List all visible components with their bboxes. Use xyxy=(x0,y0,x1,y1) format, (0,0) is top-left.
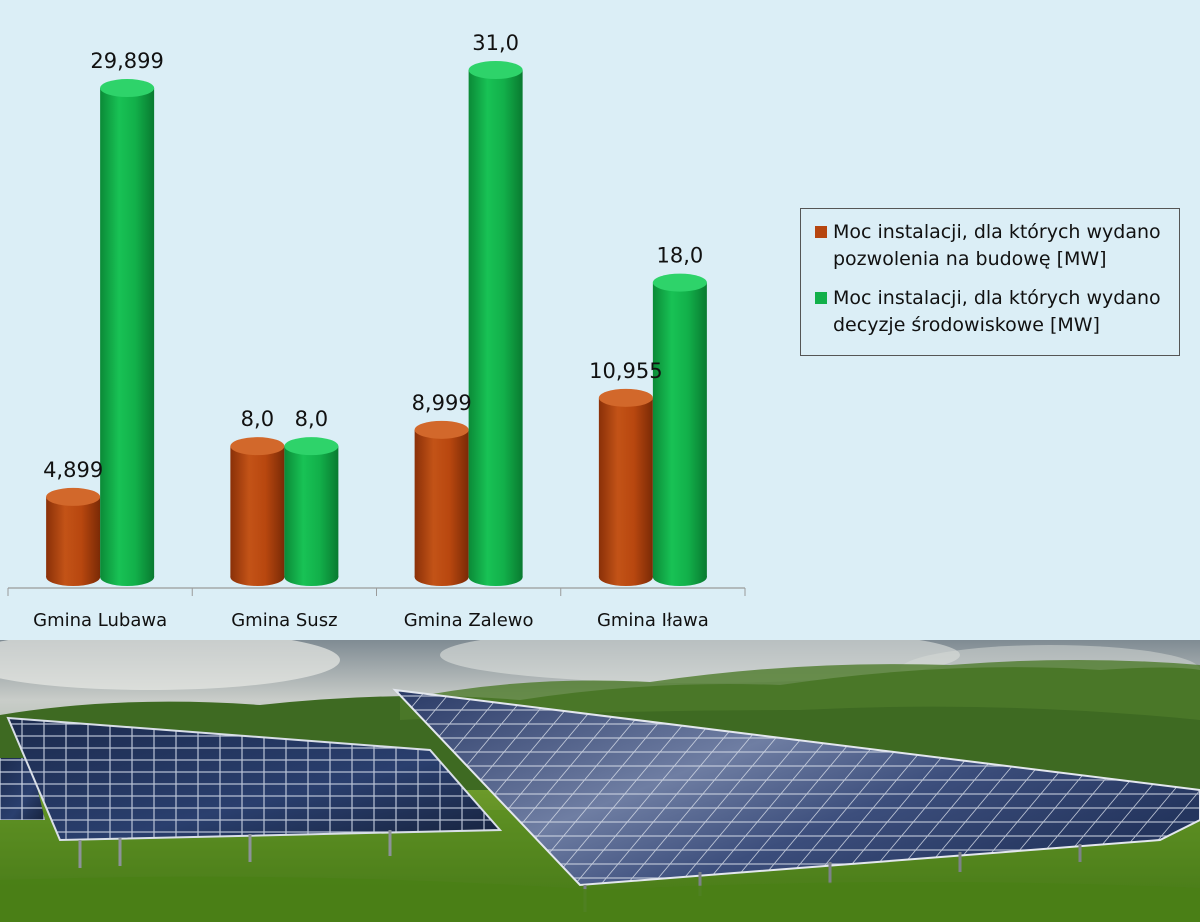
data-label: 4,899 xyxy=(43,458,103,482)
legend-label: Moc instalacji, dla których wydano pozwo… xyxy=(833,221,1161,270)
data-label: 10,955 xyxy=(589,359,662,383)
x-axis: Gmina Lubawa Gmina Susz Gmina Zalewo Gmina … xyxy=(7,587,746,631)
data-label: 18,0 xyxy=(656,244,703,268)
bar-green xyxy=(100,79,155,586)
data-label: 31,0 xyxy=(472,31,519,55)
x-tick-label: Gmina Susz xyxy=(231,610,337,631)
data-label: 8,0 xyxy=(241,407,274,431)
bar-orange xyxy=(230,437,285,586)
x-tick-label: Gmina Zalewo xyxy=(404,610,534,631)
bar-green xyxy=(468,61,523,586)
solar-panel-photo xyxy=(0,640,1200,922)
data-label: 8,0 xyxy=(295,407,328,431)
bars-layer xyxy=(46,61,707,586)
data-labels: 4,899 29,899 8,0 8,0 8,999 31,0 10,955 18,0 xyxy=(43,31,703,482)
legend-swatch-orange xyxy=(815,226,827,238)
x-tick-label: Gmina Lubawa xyxy=(33,610,167,631)
solar-array-left xyxy=(6,716,503,868)
bar-orange xyxy=(598,388,653,586)
x-tick-label: Gmina Iława xyxy=(597,610,709,631)
chart-area: Gmina Lubawa Gmina Susz Gmina Zalewo Gmina … xyxy=(7,31,1180,631)
legend: Moc instalacji, dla których wydano pozwo… xyxy=(800,208,1180,356)
bar-orange xyxy=(414,420,469,586)
legend-item-building-permits: Moc instalacji, dla których wydano pozwo… xyxy=(815,219,1167,273)
legend-swatch-green xyxy=(815,292,827,304)
bar-green xyxy=(284,437,339,586)
data-label: 29,899 xyxy=(90,49,163,73)
bar-chart: Gmina Lubawa Gmina Susz Gmina Zalewo Gmina … xyxy=(7,31,746,631)
bar-orange xyxy=(46,487,101,586)
data-label: 8,999 xyxy=(412,391,472,415)
legend-label: Moc instalacji, dla których wydano decyz… xyxy=(833,287,1161,336)
legend-item-environmental-decisions: Moc instalacji, dla których wydano decyz… xyxy=(815,285,1167,339)
bar-green xyxy=(652,273,707,586)
